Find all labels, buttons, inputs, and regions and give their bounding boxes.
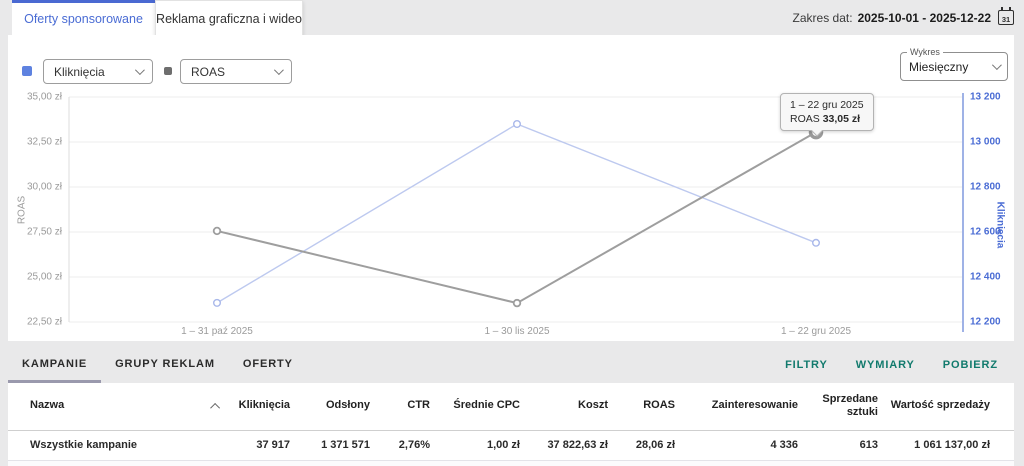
tab-oferty[interactable]: OFERTY (242, 357, 293, 370)
cell-koszt: 37 822,63 zł (520, 430, 608, 461)
col-header-nazwa[interactable]: Nazwa (8, 383, 230, 431)
cell-odslony: 1 371 571 (290, 430, 370, 461)
right-axis-tick: 13 000 (970, 136, 1001, 148)
tab-kampanie[interactable]: KAMPANIE (8, 347, 102, 383)
chart-interval-value: Miesięczny (909, 59, 969, 74)
table-actions: FILTRY WYMIARY POBIERZ (785, 347, 1014, 383)
col-header-ctr[interactable]: CTR (370, 383, 430, 431)
chevron-down-icon (134, 65, 145, 76)
metric2-color-swatch (164, 67, 172, 75)
line-chart: 35,00 zł 32,50 zł 30,00 zł 27,50 zł 25,00 zł… (8, 90, 1014, 341)
metric2-select[interactable]: ROAS (180, 59, 292, 84)
cell-roas: 28,06 zł (608, 430, 675, 461)
col-header-odslony[interactable]: Odsłony (290, 383, 370, 431)
col-header-sprzedane-sztuki[interactable]: Sprzedane sztuki (798, 383, 878, 431)
table-tab-bar: KAMPANIE GRUPY REKLAM OFERTY FILTRY WYMI… (8, 347, 1014, 383)
cell-sprzedane-sztuki: 613 (798, 430, 878, 461)
right-axis-tick: 13 200 (970, 91, 1001, 103)
chart-interval-label: Wykres (907, 47, 943, 57)
tab-grupy-reklam[interactable]: GRUPY REKLAM (115, 357, 215, 370)
right-axis-tick: 12 200 (970, 316, 1001, 328)
date-range-picker[interactable]: Zakres dat: 2025-10-01 - 2025-12-22 31 (793, 0, 1014, 35)
chevron-down-icon (991, 60, 1002, 71)
campaigns-table-card: Nazwa Kliknięcia Odsłony CTR Średnie CPC… (8, 383, 1014, 466)
col-header-roas[interactable]: ROAS (608, 383, 675, 431)
download-link[interactable]: POBIERZ (942, 359, 998, 371)
top-tab-bar: Oferty sponsorowane Reklama graficzna i … (8, 0, 1014, 37)
metric2-value: ROAS (191, 64, 226, 79)
chart-interval-select[interactable]: Wykres Miesięczny (900, 47, 1008, 81)
cell-ctr: 2,76% (370, 430, 430, 461)
col-header-wartosc-sprzedazy[interactable]: Wartość sprzedaży (878, 383, 1014, 431)
tab-reklama-graficzna-i-wideo[interactable]: Reklama graficzna i wideo (155, 0, 303, 37)
cell-klikniecia: 37 917 (230, 430, 290, 461)
left-axis-tick: 25,00 zł (26, 271, 62, 283)
right-axis-tick: 12 600 (970, 226, 1001, 238)
x-axis-tick: 1 – 31 paź 2025 (181, 326, 253, 337)
date-range-label: Zakres dat: (792, 10, 853, 25)
metric1-select[interactable]: Kliknięcia (43, 59, 153, 84)
chart-canvas (68, 93, 964, 332)
left-axis-tick: 30,00 zł (26, 181, 62, 193)
campaigns-table: Nazwa Kliknięcia Odsłony CTR Średnie CPC… (8, 383, 1014, 461)
left-axis-tick: 35,00 zł (26, 91, 62, 103)
left-axis-tick: 22,50 zł (26, 316, 62, 328)
right-axis-tick: 12 800 (970, 181, 1001, 193)
metric1-value: Kliknięcia (54, 64, 105, 79)
tooltip-date: 1 – 22 gru 2025 (790, 99, 864, 111)
cell-nazwa: Wszystkie kampanie (8, 430, 230, 461)
tooltip-value-line: ROAS 33,05 zł (790, 113, 861, 126)
cell-wartosc-sprzedazy: 1 061 137,00 zł (878, 430, 1014, 461)
calendar-icon[interactable]: 31 (998, 7, 1014, 25)
dimensions-link[interactable]: WYMIARY (855, 359, 915, 371)
x-axis-tick: 1 – 30 lis 2025 (484, 326, 550, 337)
tab-oferty-sponsorowane[interactable]: Oferty sponsorowane (12, 0, 155, 35)
x-axis-tick: 1 – 22 gru 2025 (780, 326, 852, 337)
cell-srednie-cpc: 1,00 zł (430, 430, 520, 461)
col-header-klikniecia[interactable]: Kliknięcia (230, 383, 290, 431)
sort-asc-icon[interactable] (210, 402, 221, 413)
right-axis-title: Kliknięcia (994, 201, 1006, 249)
col-header-koszt[interactable]: Koszt (520, 383, 608, 431)
date-range-value: 2025-10-01 - 2025-12-22 (857, 10, 991, 25)
left-axis-tick: 32,50 zł (26, 136, 62, 148)
chevron-down-icon (273, 65, 284, 76)
cell-zainteresowanie: 4 336 (675, 430, 798, 461)
col-header-zainteresowanie[interactable]: Zainteresowanie (675, 383, 798, 431)
table-row[interactable]: Wszystkie kampanie 37 917 1 371 571 2,76… (8, 430, 1014, 461)
filters-link[interactable]: FILTRY (785, 359, 828, 371)
left-axis-title: ROAS (16, 195, 28, 225)
right-axis-tick: 12 400 (970, 271, 1001, 283)
tab-label: Reklama graficzna i wideo (156, 11, 302, 26)
left-axis-tick: 27,50 zł (26, 226, 62, 238)
chart-tooltip: 1 – 22 gru 2025 ROAS 33,05 zł (780, 93, 874, 138)
metric1-color-swatch (22, 66, 32, 76)
chart-card: Kliknięcia ROAS Wykres Miesięczny 35,00 … (8, 35, 1014, 341)
col-header-srednie-cpc[interactable]: Średnie CPC (430, 383, 520, 431)
table-header-row: Nazwa Kliknięcia Odsłony CTR Średnie CPC… (8, 383, 1014, 431)
tab-label: Oferty sponsorowane (24, 12, 143, 26)
